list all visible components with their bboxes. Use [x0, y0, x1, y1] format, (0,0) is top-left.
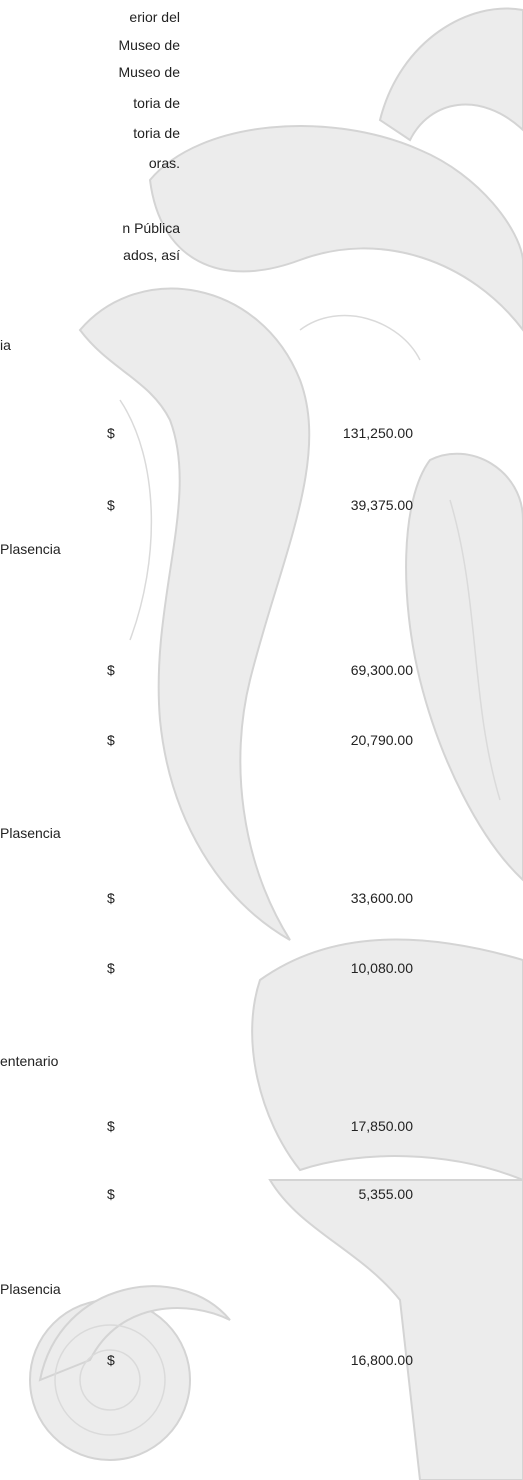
paragraph-line: Museo de — [119, 36, 180, 54]
paragraph-line: toria de — [133, 124, 180, 142]
paragraph-line: toria de — [133, 94, 180, 112]
amount: 69,300.00 — [351, 661, 413, 679]
currency-symbol: $ — [107, 1185, 115, 1203]
currency-symbol: $ — [107, 889, 115, 907]
currency-symbol: $ — [107, 1117, 115, 1135]
currency-symbol: $ — [107, 661, 115, 679]
currency-symbol: $ — [107, 424, 115, 442]
section-heading: Plasencia — [0, 1280, 61, 1298]
amount: 131,250.00 — [343, 424, 413, 442]
currency-symbol: $ — [107, 1351, 115, 1369]
section-heading: Plasencia — [0, 824, 61, 842]
watermark-ornament — [0, 0, 523, 1480]
paragraph-line: ados, así — [123, 246, 180, 264]
document-page: erior del Museo de Museo de toria de toria d… — [0, 0, 523, 1480]
paragraph-line: n Pública — [122, 219, 180, 237]
amount: 17,850.00 — [351, 1117, 413, 1135]
amount: 33,600.00 — [351, 889, 413, 907]
amount: 5,355.00 — [359, 1185, 414, 1203]
currency-symbol: $ — [107, 731, 115, 749]
section-heading: entenario — [0, 1052, 58, 1070]
section-heading: Plasencia — [0, 540, 61, 558]
amount: 39,375.00 — [351, 496, 413, 514]
amount: 16,800.00 — [351, 1351, 413, 1369]
amount: 10,080.00 — [351, 959, 413, 977]
paragraph-line: Museo de — [119, 63, 180, 81]
paragraph-line: oras. — [149, 154, 180, 172]
paragraph-line: erior del — [129, 8, 180, 26]
amount: 20,790.00 — [351, 731, 413, 749]
currency-symbol: $ — [107, 496, 115, 514]
section-heading: ia — [0, 336, 11, 354]
currency-symbol: $ — [107, 959, 115, 977]
